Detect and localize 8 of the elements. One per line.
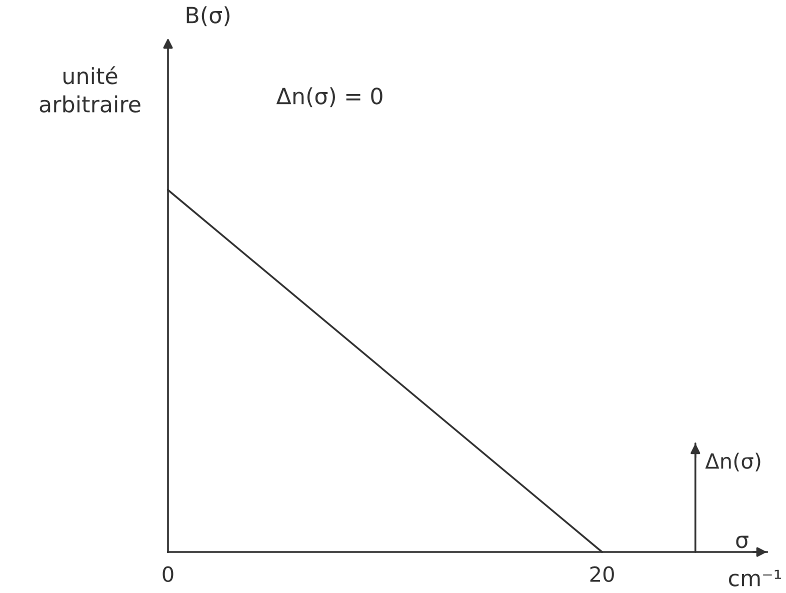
text: B(σ) [186,6,230,26]
x-axis-title: σ [736,536,748,548]
x-tick-label: 20 [590,566,614,582]
x-tick-label: 0 [162,566,174,582]
text: cm⁻¹ [728,570,782,586]
text: unité arbitraire [40,66,140,113]
legend-label: Δn(σ) [705,452,760,472]
text: Δn(σ) = 0 [276,87,382,108]
